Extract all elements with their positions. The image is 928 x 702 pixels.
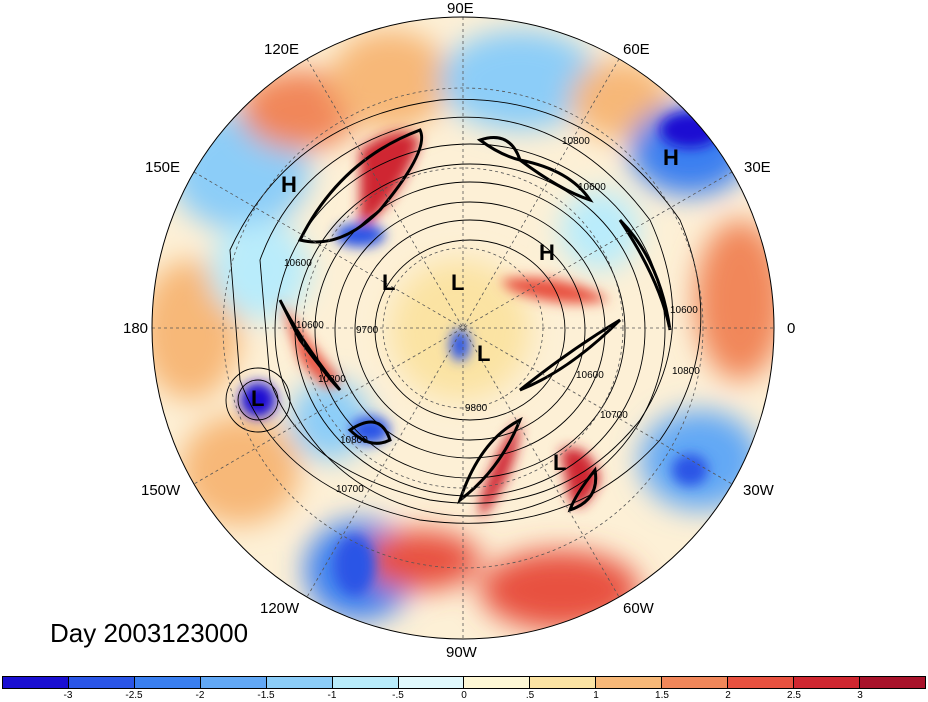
colorbar-tick-label: 3 — [857, 690, 863, 701]
colorbar-swatch — [134, 677, 201, 688]
colorbar-swatch — [662, 677, 729, 688]
low-center: L — [451, 270, 465, 295]
colorbar-swatch — [794, 677, 860, 688]
colorbar-tick-label: 1.5 — [655, 690, 669, 701]
contour-label: 9800 — [465, 403, 488, 414]
colorbar-swatch — [596, 677, 663, 688]
lon-label-60e: 60E — [623, 41, 650, 58]
lon-label-150w: 150W — [141, 482, 181, 499]
anomaly-field — [152, 17, 774, 639]
lon-label-0: 0 — [787, 320, 796, 337]
colorbar-swatch — [3, 677, 69, 688]
contour-label: 10800 — [672, 366, 700, 377]
lon-label-90w: 90W — [446, 644, 477, 661]
lon-label-60w: 60W — [623, 600, 654, 617]
colorbar-swatch — [332, 677, 399, 688]
high-center: H — [539, 240, 555, 265]
contour-label: 10600 — [578, 182, 606, 193]
colorbar-tick-label: -2.5 — [125, 690, 143, 701]
colorbar-tick-label: .5 — [525, 690, 535, 701]
lon-label-120e: 120E — [264, 41, 300, 58]
contour-label: 10800 — [562, 136, 590, 147]
day-label: Day 2003123000 — [50, 618, 249, 648]
colorbar-swatch — [68, 677, 135, 688]
contour-label: 10700 — [336, 484, 364, 495]
colorbar-swatch — [464, 677, 531, 688]
contour-label: 10700 — [600, 410, 628, 421]
contour-label: 9700 — [356, 325, 379, 336]
contour-label: 10600 — [296, 320, 324, 331]
colorbar — [2, 676, 926, 689]
colorbar-tick-label: -2 — [195, 690, 205, 701]
colorbar-swatch — [200, 677, 267, 688]
contour-label: 10600 — [670, 305, 698, 316]
colorbar-swatch — [728, 677, 795, 688]
contour-label: 10800 — [318, 374, 346, 385]
lon-label-30e: 30E — [744, 159, 771, 176]
colorbar-tick-label: 1 — [593, 690, 599, 701]
low-center: L — [477, 341, 491, 366]
colorbar-swatch — [530, 677, 597, 688]
lon-label-90e: 90E — [447, 0, 474, 17]
low-center: L — [251, 386, 265, 411]
colorbar-tick-label: -1 — [327, 690, 337, 701]
lon-label-180: 180 — [123, 320, 149, 337]
lon-label-30w: 30W — [743, 482, 774, 499]
lon-label-150e: 150E — [145, 159, 181, 176]
colorbar-tick-label: -1.5 — [257, 690, 275, 701]
contour-label: 10800 — [340, 435, 368, 446]
low-center: L — [553, 450, 567, 475]
contour-label: 10600 — [284, 258, 312, 269]
colorbar-swatch — [266, 677, 333, 688]
low-center: L — [382, 270, 396, 295]
colorbar-tick-label: 2.5 — [787, 690, 801, 701]
colorbar-tick-label: 2 — [725, 690, 731, 701]
high-center: H — [281, 172, 297, 197]
colorbar-swatch — [859, 677, 925, 688]
lon-label-120w: 120W — [260, 600, 300, 617]
colorbar-tick-label: 0 — [461, 690, 467, 701]
colorbar-swatch — [398, 677, 465, 688]
colorbar-tick-label: -3 — [63, 690, 73, 701]
contour-label: 10600 — [576, 370, 604, 381]
high-center: H — [663, 145, 679, 170]
colorbar-tick-label: -.5 — [392, 690, 404, 701]
